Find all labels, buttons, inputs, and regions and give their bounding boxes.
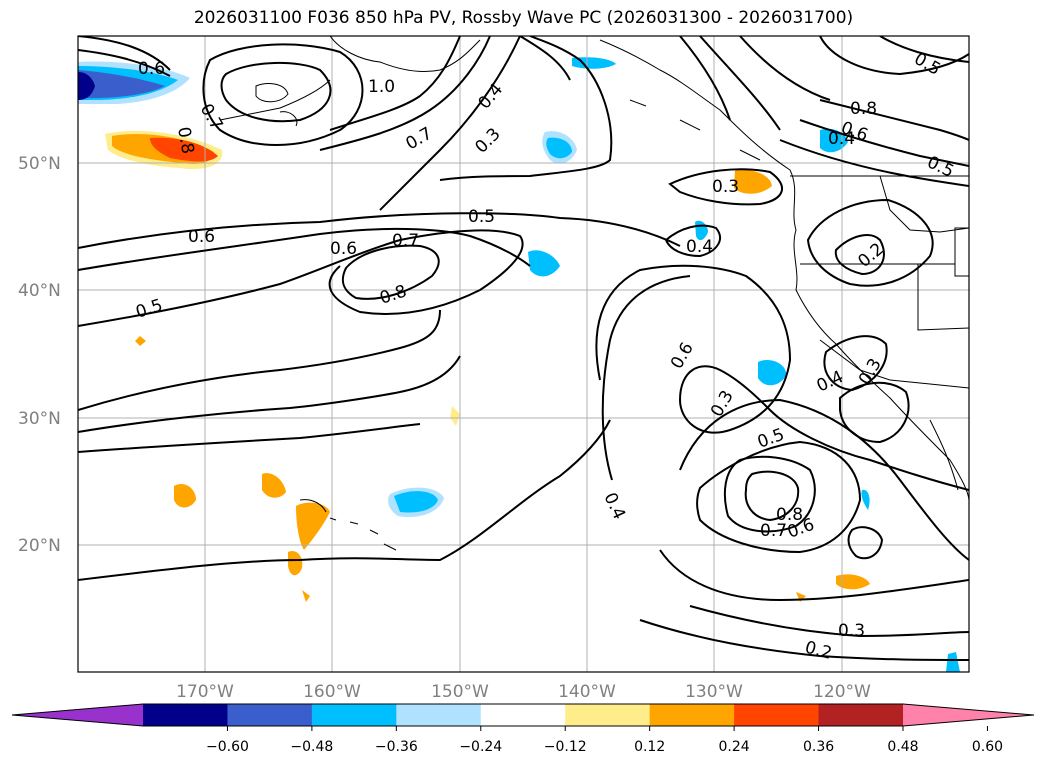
colorbar-tick-label: −0.12 <box>544 739 587 755</box>
colorbar-segment <box>480 704 566 726</box>
coastlines <box>219 36 969 551</box>
svg-text:0.4: 0.4 <box>686 237 713 257</box>
colorbar-tick-label: −0.36 <box>375 739 418 755</box>
colorbar-tick-label: 0.60 <box>972 739 1003 755</box>
svg-text:0.6: 0.6 <box>188 227 215 247</box>
map-frame <box>77 35 970 673</box>
colorbar-tick-label: −0.60 <box>206 739 249 755</box>
colorbar-segment <box>396 704 482 726</box>
colorbar-tick-label: −0.24 <box>459 739 502 755</box>
svg-text:120°W: 120°W <box>813 682 871 702</box>
svg-text:0.7: 0.7 <box>760 521 787 541</box>
svg-text:0.4: 0.4 <box>828 129 855 149</box>
colorbar-segment <box>818 704 904 726</box>
longitude-labels: 170°W 160°W 150°W 140°W 130°W 120°W <box>176 682 871 702</box>
svg-text:50°N: 50°N <box>18 154 61 174</box>
colorbar-segments <box>11 703 1035 727</box>
gridlines <box>78 36 969 672</box>
colorbar-tick-label: 0.48 <box>887 739 918 755</box>
svg-text:170°W: 170°W <box>176 682 234 702</box>
colorbar-tick-label: 0.36 <box>803 739 834 755</box>
colorbar-segment <box>311 704 397 726</box>
svg-text:130°W: 130°W <box>685 682 743 702</box>
svg-text:0.7: 0.7 <box>392 231 419 251</box>
svg-text:0.5: 0.5 <box>468 207 495 227</box>
colorbar-extend-high <box>903 704 1034 726</box>
colorbar-segment <box>565 704 651 726</box>
pv-contours <box>78 36 969 661</box>
colorbar-segment <box>227 704 313 726</box>
colorbar-tick-label: −0.48 <box>290 739 333 755</box>
svg-text:0.8: 0.8 <box>850 99 877 119</box>
svg-text:150°W: 150°W <box>431 682 489 702</box>
svg-text:1.0: 1.0 <box>368 77 395 97</box>
colorbar-extend-low <box>12 704 143 726</box>
colorbar-tick-label: 0.12 <box>634 739 665 755</box>
colorbar-segment <box>143 704 228 726</box>
svg-text:20°N: 20°N <box>18 536 61 556</box>
latitude-labels: 50°N 40°N 30°N 20°N <box>18 154 61 556</box>
map-title: 2026031100 F036 850 hPa PV, Rossby Wave … <box>193 8 854 28</box>
svg-text:30°N: 30°N <box>18 409 61 429</box>
svg-text:160°W: 160°W <box>303 682 361 702</box>
svg-text:0.6: 0.6 <box>138 59 165 79</box>
svg-text:40°N: 40°N <box>18 281 61 301</box>
svg-text:0.8: 0.8 <box>173 125 197 155</box>
svg-text:0.3: 0.3 <box>712 177 739 197</box>
svg-text:0.3: 0.3 <box>838 621 865 641</box>
svg-text:140°W: 140°W <box>558 682 616 702</box>
colorbar-segment <box>734 704 820 726</box>
colorbar: −0.60 −0.48 −0.36 −0.24 −0.12 0.12 0.24 0.36 0.4… <box>11 703 1035 755</box>
colorbar-outline <box>11 703 1035 727</box>
colorbar-segment <box>649 704 735 726</box>
colorbar-tick-label: 0.24 <box>719 739 750 755</box>
svg-text:0.8: 0.8 <box>776 505 803 525</box>
svg-text:0.6: 0.6 <box>330 239 357 259</box>
colorbar-ticks: −0.60 −0.48 −0.36 −0.24 −0.12 0.12 0.24 0.36 0.4… <box>206 726 1003 755</box>
